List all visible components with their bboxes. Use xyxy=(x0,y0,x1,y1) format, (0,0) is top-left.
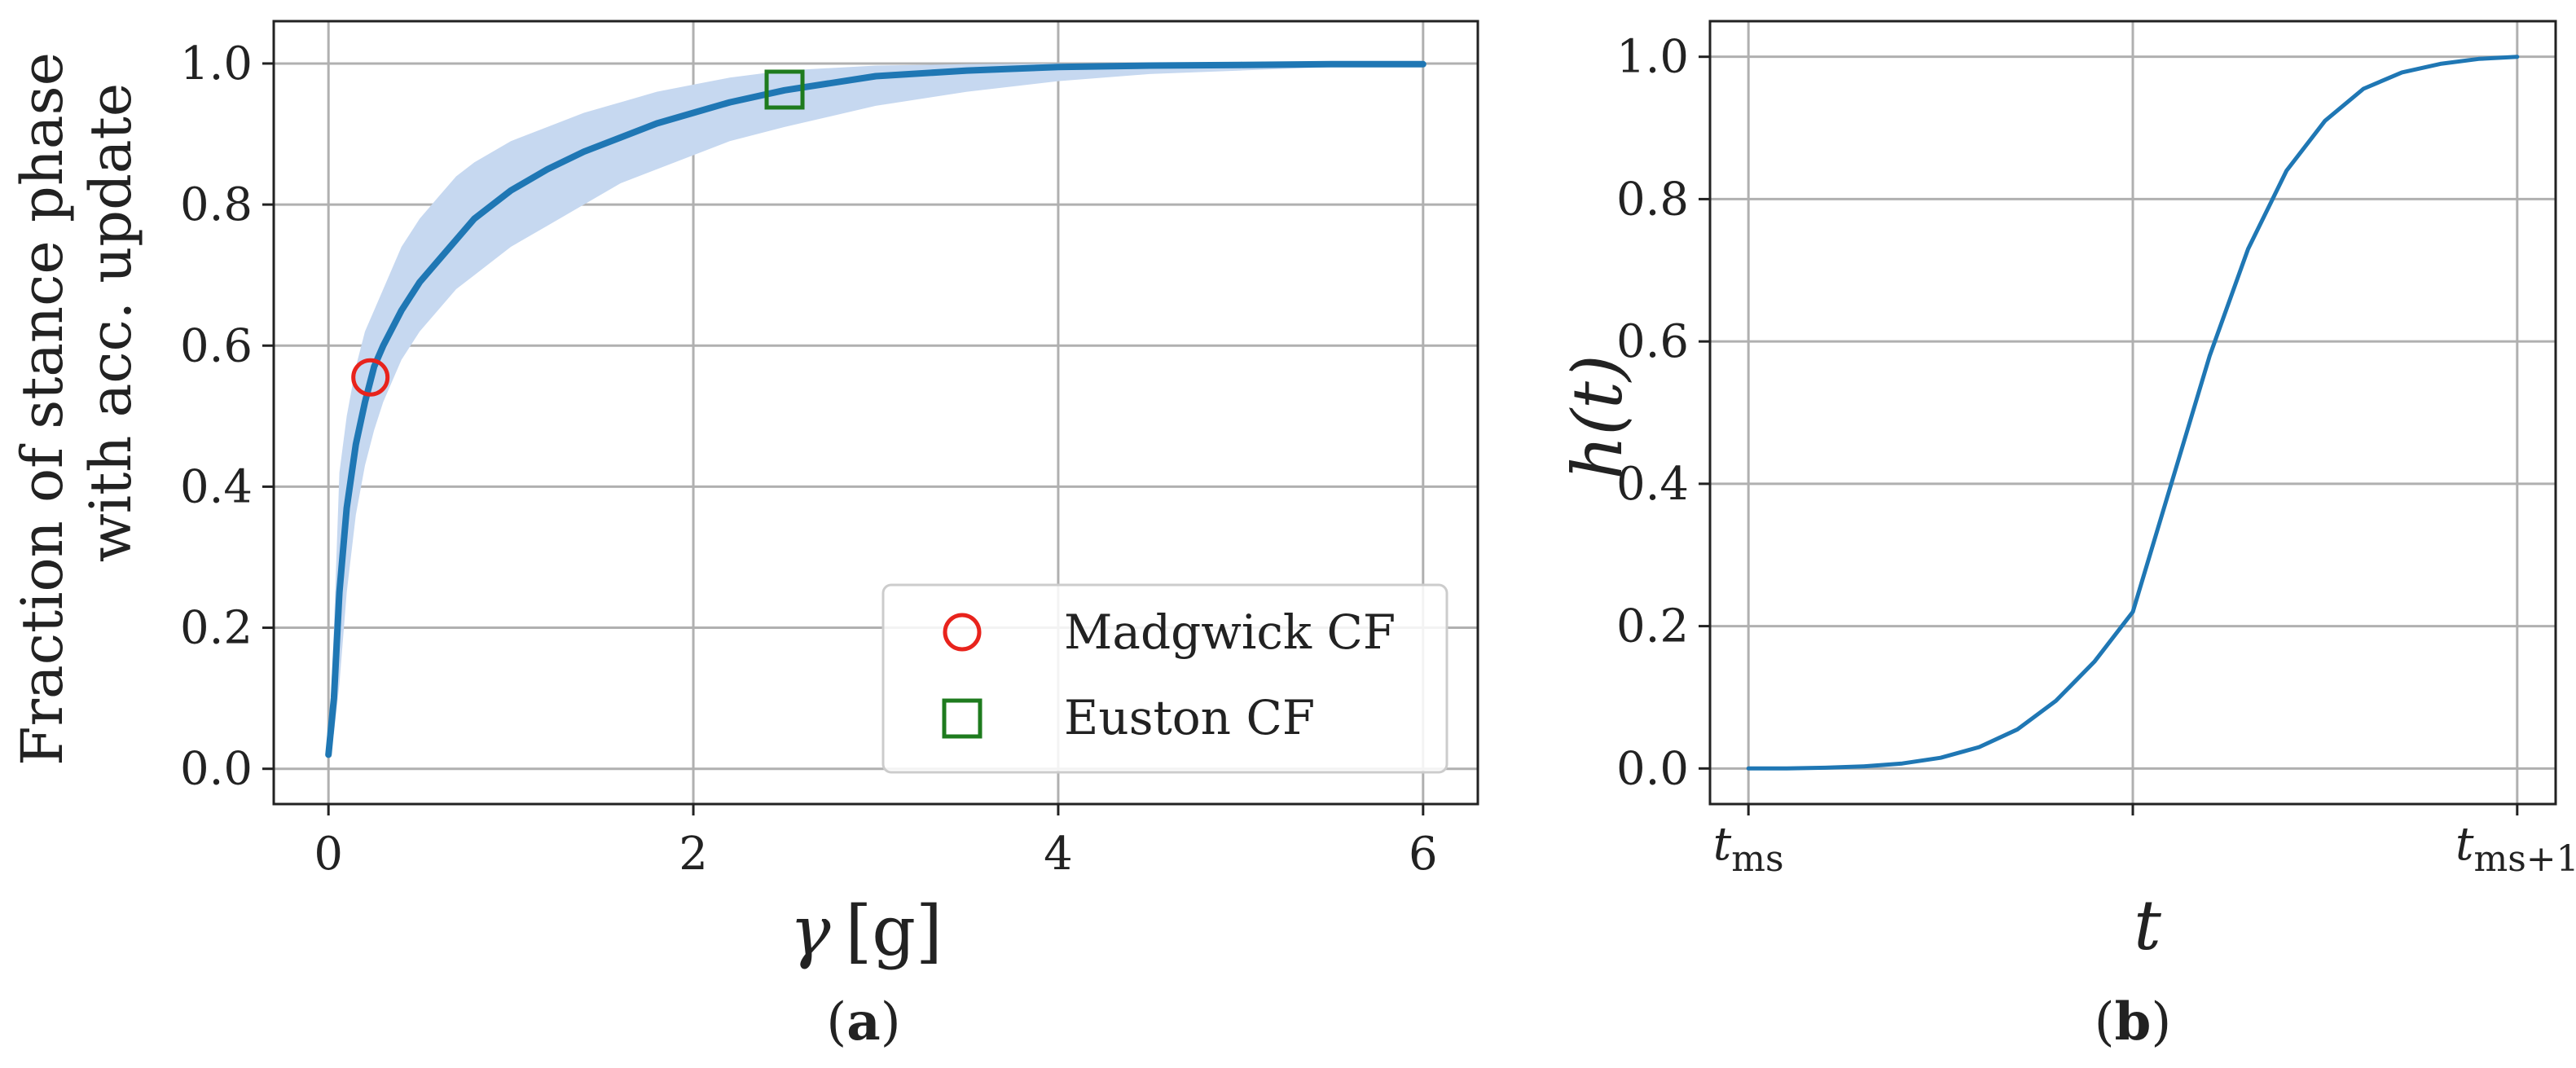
y-tick-label: 0.2 xyxy=(1616,600,1689,653)
x-tick-label: tms+1 xyxy=(2455,818,2576,880)
y-tick-label: 0.4 xyxy=(1616,458,1689,511)
panel-a-x-title-symbol: γ xyxy=(789,891,831,971)
panel-a-caption-letter: a xyxy=(846,991,880,1053)
legend-box xyxy=(881,583,1448,774)
panel-a-markers xyxy=(351,69,805,397)
x-tick-label-main: t xyxy=(1713,818,1732,871)
y-tick-label: 0.6 xyxy=(180,319,253,372)
legend: Madgwick CF Euston CF xyxy=(881,583,1448,774)
panel-a-x-ticks: 0 2 4 6 xyxy=(314,804,1438,881)
panel-b-caption: (b) xyxy=(2095,991,2172,1053)
madgwick-cf-marker xyxy=(351,358,390,397)
y-tick-label: 0.6 xyxy=(1616,315,1689,368)
x-tick-label: 4 xyxy=(1044,828,1073,881)
legend-euston-marker xyxy=(942,698,982,739)
y-tick-label: 0.0 xyxy=(180,743,253,796)
mean-line xyxy=(325,60,1426,758)
panel-b-y-ticks: 0.0 0.2 0.4 0.6 0.8 1.0 xyxy=(1616,31,1710,795)
y-tick-label: 0.2 xyxy=(180,602,253,655)
x-tick-label-sub: ms+1 xyxy=(2473,838,2576,880)
panel-a: 0 2 4 6 0.0 0.2 0.4 0.6 0.8 1.0 Madgwick CF Eust… xyxy=(9,20,1479,1053)
panel-b: tms tms+1 0.00.20.40.60.81.0 h(t) t (b) xyxy=(1558,20,2576,1053)
euston-cf-marker xyxy=(764,69,805,110)
y-tick-label: 0.0 xyxy=(1616,742,1689,795)
panel-b-y-title: h(t) xyxy=(1558,354,1637,479)
panel-a-y-ticks: 0.0 0.2 0.4 0.6 0.8 1.0 xyxy=(180,37,274,796)
panel-a-x-title: γ [g] xyxy=(789,891,943,971)
h-curve xyxy=(1746,55,2520,771)
legend-madgwick-marker xyxy=(943,613,982,652)
legend-madgwick-label: Madgwick CF xyxy=(1064,604,1396,660)
y-tick-label: 1.0 xyxy=(180,37,253,90)
x-tick-label: 6 xyxy=(1409,828,1438,881)
x-tick-label: tms xyxy=(1713,818,1784,880)
panel-b-x-ticks: tms tms+1 xyxy=(1713,804,2576,880)
panel-a-x-title-unit: [g] xyxy=(845,891,942,971)
x-tick-label-main: t xyxy=(2455,818,2474,871)
y-tick-label: 1.0 xyxy=(1616,31,1689,84)
legend-euston-label: Euston CF xyxy=(1064,690,1315,745)
panel-a-y-title-line1: Fraction of stance phase xyxy=(9,52,76,766)
y-tick-label: 0.8 xyxy=(1616,173,1689,226)
x-tick-label: 0 xyxy=(314,828,343,881)
panel-a-frame xyxy=(272,20,1479,806)
panel-b-grid xyxy=(1710,21,2556,804)
x-tick-label: 2 xyxy=(679,828,708,881)
x-tick-label-sub: ms xyxy=(1731,838,1783,880)
panel-a-y-title-line2: with acc. update xyxy=(77,83,144,562)
panel-b-x-title: t xyxy=(2134,886,2161,965)
y-tick-label: 0.8 xyxy=(180,178,253,231)
panel-a-caption: (a) xyxy=(826,991,900,1053)
y-tick-label: 0.4 xyxy=(180,460,253,513)
panel-b-caption-letter: b xyxy=(2115,991,2152,1053)
